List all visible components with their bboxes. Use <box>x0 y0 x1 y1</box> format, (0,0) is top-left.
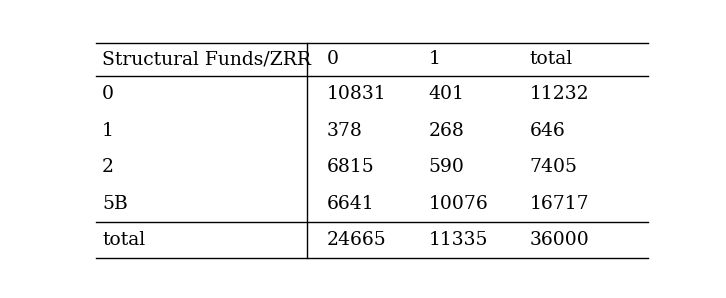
Text: 36000: 36000 <box>529 231 590 249</box>
Text: 11335: 11335 <box>428 231 488 249</box>
Text: 646: 646 <box>529 122 566 139</box>
Text: 590: 590 <box>428 158 464 176</box>
Text: Structural Funds/ZRR: Structural Funds/ZRR <box>102 50 311 68</box>
Text: total: total <box>102 231 145 249</box>
Text: 268: 268 <box>428 122 464 139</box>
Text: 10831: 10831 <box>327 85 387 103</box>
Text: 16717: 16717 <box>529 195 590 212</box>
Text: 401: 401 <box>428 85 464 103</box>
Text: 378: 378 <box>327 122 363 139</box>
Text: 6641: 6641 <box>327 195 375 212</box>
Text: 1: 1 <box>428 50 440 68</box>
Text: total: total <box>529 50 573 68</box>
Text: 11232: 11232 <box>529 85 590 103</box>
Text: 6815: 6815 <box>327 158 375 176</box>
Text: 5B: 5B <box>102 195 128 212</box>
Text: 1: 1 <box>102 122 114 139</box>
Text: 24665: 24665 <box>327 231 387 249</box>
Text: 2: 2 <box>102 158 114 176</box>
Text: 0: 0 <box>327 50 339 68</box>
Text: 10076: 10076 <box>428 195 488 212</box>
Text: 7405: 7405 <box>529 158 578 176</box>
Text: 0: 0 <box>102 85 114 103</box>
